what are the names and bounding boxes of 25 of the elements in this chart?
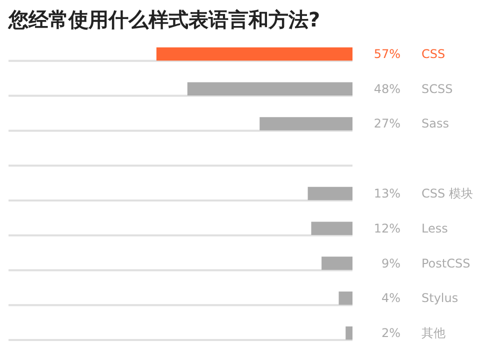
data-label: 12%	[374, 221, 400, 236]
bar	[156, 47, 352, 61]
chart-title: 您经常使用什么样式表语言和方法?	[8, 8, 320, 32]
y-tick-label: CSS	[422, 46, 446, 61]
data-label: 13%	[374, 186, 400, 200]
y-tick-label: SCSS	[422, 82, 453, 96]
data-label: 9%	[381, 256, 401, 270]
data-label: 4%	[381, 291, 401, 306]
bar	[338, 292, 352, 305]
data-label: 57%	[374, 46, 400, 61]
y-tick-label: Stylus	[422, 291, 458, 306]
data-label: 27%	[374, 116, 400, 131]
bar	[346, 326, 352, 340]
y-tick-label: 其他	[422, 326, 446, 340]
data-label: 48%	[374, 82, 400, 96]
bar	[260, 117, 352, 130]
bar	[322, 256, 352, 270]
bar	[187, 82, 352, 96]
bar	[311, 222, 352, 236]
y-tick-label: CSS 模块	[422, 186, 473, 200]
y-tick-label: Sass	[422, 116, 449, 131]
y-tick-label: PostCSS	[422, 256, 470, 270]
data-label: 2%	[381, 326, 401, 340]
bar	[308, 186, 352, 200]
y-tick-label: Less	[422, 221, 448, 236]
